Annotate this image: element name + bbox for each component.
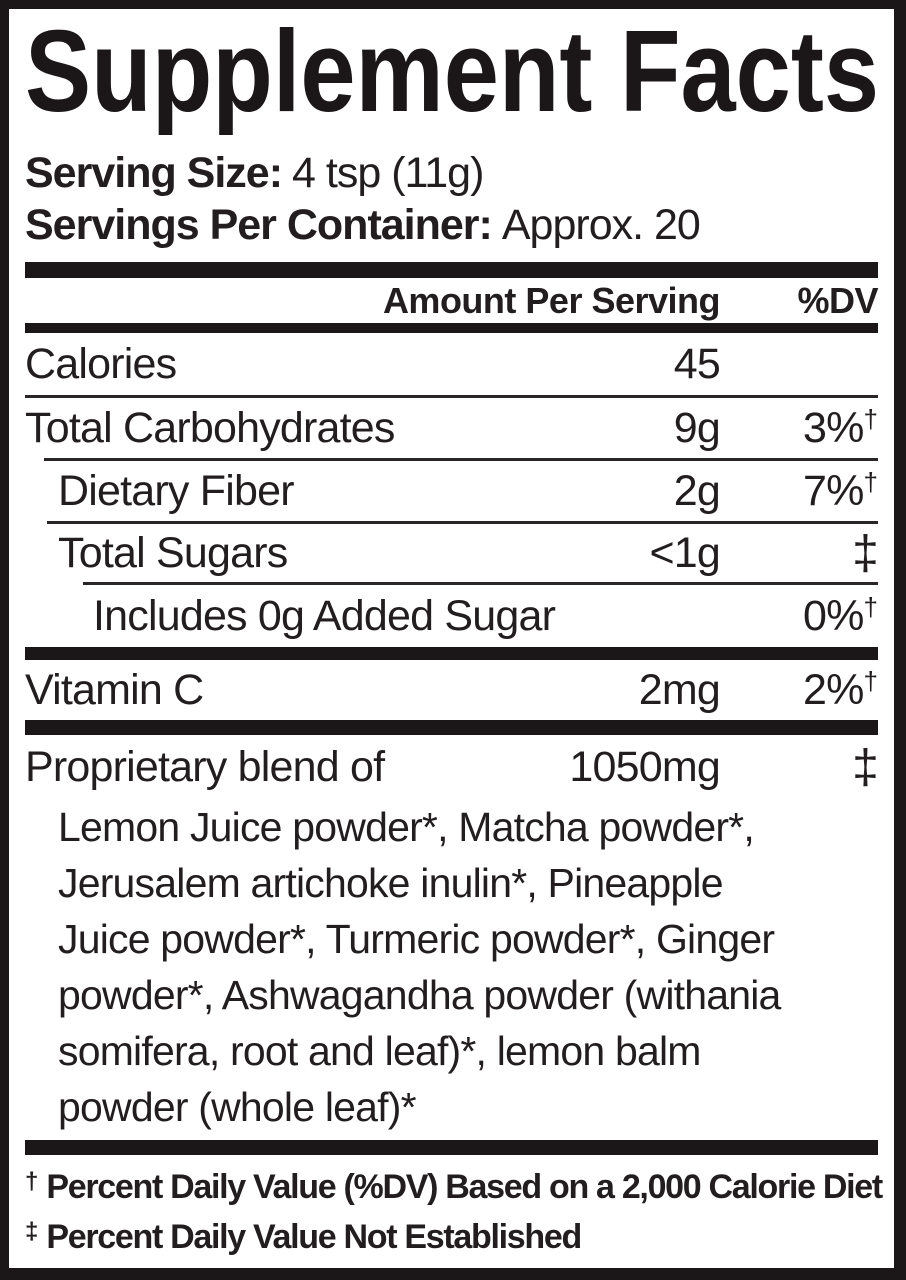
blend-line: Juice powder*, Turmeric powder*, Ginger	[58, 916, 775, 962]
nutrient-amount: 45	[673, 339, 721, 388]
dagger-mark: †	[863, 403, 878, 434]
nutrient-name: Includes 0g Added Sugar	[93, 591, 556, 640]
servings-per-container-line: Servings Per Container: Approx. 20	[25, 199, 878, 251]
nutrient-dv: 7%†	[802, 466, 878, 515]
nutrient-amount: 9g	[673, 403, 721, 452]
blend-ingredients: Lemon Juice powder*, Matcha powder*, Jer…	[58, 799, 878, 1135]
nutrient-dv: 0%†	[802, 591, 878, 640]
separator-hairline	[44, 458, 878, 461]
separator-medium-header	[25, 323, 878, 333]
nutrient-name: Proprietary blend of	[25, 742, 385, 791]
double-dagger-mark: ‡	[25, 1218, 39, 1245]
nutrient-dv: 3%†	[802, 403, 878, 452]
nutrient-amount: 1050mg	[569, 742, 720, 791]
serving-size-line: Serving Size: 4 tsp (11g)	[25, 147, 878, 199]
page-title: Supplement Facts	[25, 9, 879, 136]
footnotes: † Percent Daily Value (%DV) Based on a 2,…	[25, 1164, 883, 1264]
row-vitamin-c: Vitamin C 2mg 2%†	[25, 660, 878, 720]
row-calories: Calories 45	[25, 333, 878, 395]
separator-medium	[25, 647, 878, 660]
separator-thick-top	[25, 262, 878, 278]
serving-size-value: 4 tsp (11g)	[292, 149, 484, 197]
dagger-mark: †	[25, 1168, 39, 1195]
page-title-text: Supplement Facts	[25, 6, 879, 136]
dagger-mark: †	[863, 591, 878, 622]
nutrient-amount: 2g	[673, 466, 721, 515]
dagger-mark: †	[863, 466, 878, 497]
blend-line: Lemon Juice powder*, Matcha powder*,	[58, 804, 755, 850]
column-header-row: Amount Per Serving %DV	[25, 278, 879, 323]
row-total-sugars: Total Sugars <1g ‡	[25, 524, 879, 582]
footnote-text: Percent Daily Value (%DV) Based on a 2,0…	[46, 1168, 883, 1206]
double-dagger-mark: ‡	[852, 526, 879, 580]
nutrient-name: Vitamin C	[25, 665, 204, 714]
footnote-dv-not-established: ‡ Percent Daily Value Not Established	[25, 1214, 878, 1264]
amount-per-serving-header: Amount Per Serving	[382, 279, 721, 321]
row-dietary-fiber: Dietary Fiber 2g 7%†	[25, 461, 878, 521]
footnote-text: Percent Daily Value Not Established	[46, 1218, 582, 1256]
serving-size-label: Serving Size:	[25, 149, 283, 197]
double-dagger-mark: ‡	[852, 740, 879, 794]
nutrient-name: Dietary Fiber	[58, 466, 295, 515]
row-proprietary-blend: Proprietary blend of 1050mg ‡	[25, 735, 879, 799]
blend-line: powder*, Ashwagandha powder (withania	[58, 972, 781, 1018]
nutrient-name: Total Carbohydrates	[25, 403, 395, 452]
dv-header: %DV	[797, 279, 878, 321]
dagger-mark: †	[863, 665, 878, 696]
nutrient-dv: 2%†	[802, 665, 878, 714]
nutrient-amount: <1g	[649, 528, 720, 577]
row-added-sugar: Includes 0g Added Sugar 0%†	[25, 585, 878, 647]
nutrient-name: Total Sugars	[58, 528, 288, 577]
row-total-carbohydrates: Total Carbohydrates 9g 3%†	[25, 398, 878, 458]
separator-hairline	[25, 395, 878, 398]
separator-thick-bottom	[25, 1140, 878, 1155]
footnote-dv-basis: † Percent Daily Value (%DV) Based on a 2,…	[25, 1164, 883, 1214]
separator-medium	[25, 720, 878, 735]
blend-line: powder (whole leaf)*	[58, 1084, 417, 1130]
servings-per-container-value: Approx. 20	[501, 201, 701, 249]
separator-hairline	[47, 521, 878, 524]
blend-line: Jerusalem artichoke inulin*, Pineapple	[58, 860, 724, 906]
nutrient-name: Calories	[25, 339, 177, 388]
servings-per-container-label: Servings Per Container:	[25, 201, 493, 249]
separator-hairline	[83, 582, 878, 585]
blend-line: somifera, root and leaf)*, lemon balm	[58, 1028, 701, 1074]
nutrient-amount: 2mg	[638, 665, 721, 714]
